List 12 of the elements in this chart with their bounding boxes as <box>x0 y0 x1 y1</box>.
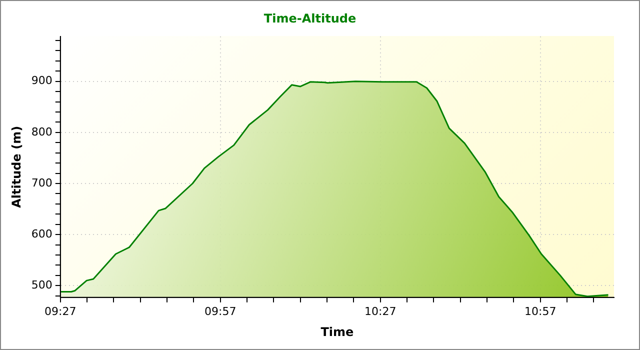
x-tick-label: 09:57 <box>204 304 236 318</box>
y-tick-label: 900 <box>31 74 52 88</box>
y-axis-title: Altitude (m) <box>9 126 24 208</box>
y-tick-label: 800 <box>31 125 52 138</box>
x-tick-label: 09:27 <box>44 304 76 318</box>
y-tick-label: 700 <box>31 176 52 190</box>
x-tick-label: 10:57 <box>524 304 556 318</box>
x-tick-label: 10:27 <box>364 304 396 318</box>
x-axis-title: Time <box>320 324 354 339</box>
chart-title: Time-Altitude <box>264 11 356 26</box>
y-tick-label: 600 <box>31 227 52 240</box>
y-tick-label: 500 <box>31 278 52 292</box>
